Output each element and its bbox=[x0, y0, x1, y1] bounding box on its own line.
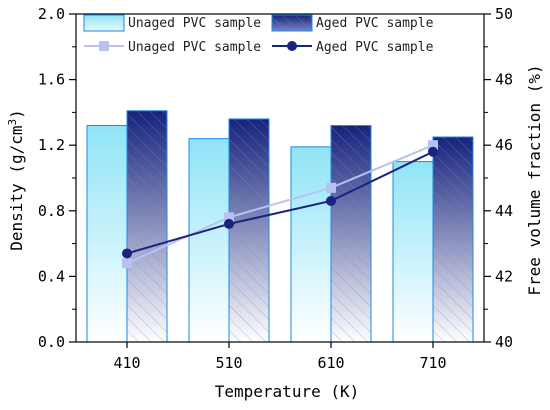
point-unaged-510 bbox=[224, 212, 234, 223]
legend-label-unaged-line: Unaged PVC sample bbox=[128, 40, 261, 55]
legend-swatch-aged-hatch bbox=[272, 15, 312, 31]
x-axis-title: Temperature (K) bbox=[215, 382, 360, 401]
point-unaged-610 bbox=[326, 182, 336, 193]
x-tick-label: 710 bbox=[419, 354, 446, 372]
x-tick-label: 610 bbox=[317, 354, 344, 372]
bar-unaged-710 bbox=[392, 161, 434, 343]
lines-layer bbox=[122, 140, 438, 269]
bar-aged-hatch-510 bbox=[229, 118, 269, 343]
y-axis-title: Density (g/cm3) bbox=[6, 109, 26, 251]
y2-tick-label: 48 bbox=[495, 71, 513, 89]
y2-tick-label: 40 bbox=[495, 333, 513, 351]
y-tick-label: 2.0 bbox=[38, 5, 65, 23]
legend-swatch-unaged-bar bbox=[83, 14, 125, 32]
line-series-aged bbox=[126, 150, 434, 255]
legend-label-aged-bar: Aged PVC sample bbox=[316, 16, 434, 31]
x-tick-label: 510 bbox=[215, 354, 242, 372]
x-tick-label: 410 bbox=[113, 354, 140, 372]
y-tick-label: 0.8 bbox=[38, 202, 65, 220]
y2-tick-label: 42 bbox=[495, 267, 513, 285]
bar-aged-hatch-410 bbox=[127, 110, 167, 342]
y-tick-label: 0.4 bbox=[38, 267, 65, 285]
y2-tick-label: 46 bbox=[495, 136, 513, 154]
bar-aged-hatch-610 bbox=[331, 125, 371, 343]
y-tick-label: 1.6 bbox=[38, 71, 65, 89]
legend-marker-aged bbox=[287, 41, 297, 51]
y2-axis-title: Free volume fraction (%) bbox=[525, 64, 544, 295]
ticks-layer bbox=[69, 13, 491, 348]
legend-label-aged-line: Aged PVC sample bbox=[316, 40, 434, 55]
line-series-unaged bbox=[126, 144, 434, 265]
legend: Unaged PVC sample Aged PVC sample Unaged… bbox=[83, 14, 434, 55]
point-unaged-410 bbox=[122, 258, 132, 269]
y2-tick-label: 44 bbox=[495, 202, 513, 220]
tick-labels-layer: 0.0 0.4 0.8 1.2 1.6 2.0 40 42 44 46 48 50 410 510 610 7… bbox=[38, 5, 513, 372]
bar-unaged-510 bbox=[188, 138, 230, 343]
y2-tick-label: 50 bbox=[495, 5, 513, 23]
bar-unaged-610 bbox=[290, 146, 332, 343]
point-aged-710 bbox=[428, 146, 438, 157]
legend-marker-unaged bbox=[99, 41, 109, 51]
y-tick-label: 0.0 bbox=[38, 333, 65, 351]
point-unaged-710 bbox=[428, 140, 438, 151]
legend-label-unaged-bar: Unaged PVC sample bbox=[128, 16, 261, 31]
point-aged-410 bbox=[122, 248, 132, 259]
bars-layer bbox=[86, 110, 474, 343]
y-tick-label: 1.2 bbox=[38, 136, 65, 154]
bar-unaged-410 bbox=[86, 125, 128, 343]
point-aged-610 bbox=[326, 195, 336, 206]
point-aged-510 bbox=[224, 218, 234, 229]
bar-aged-hatch-710 bbox=[433, 137, 473, 342]
